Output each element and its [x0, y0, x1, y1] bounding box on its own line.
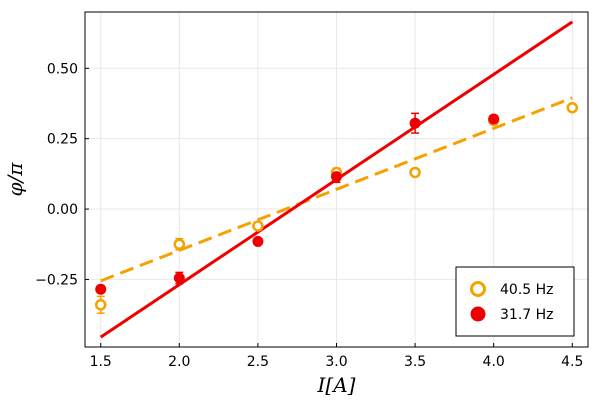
x-tick-label: 4.5: [561, 354, 583, 370]
x-tick-label: 4.0: [483, 354, 505, 370]
y-tick-label: 0.00: [47, 202, 78, 218]
data-point: [409, 117, 421, 129]
legend-marker: [470, 306, 486, 322]
x-tick-label: 2.0: [168, 354, 190, 370]
data-point: [409, 166, 421, 179]
x-tick-label: 2.5: [247, 354, 269, 370]
data-point: [94, 299, 107, 311]
y-tick-label: 0.50: [47, 61, 78, 77]
x-tick-label: 1.5: [90, 354, 112, 370]
legend-marker: [470, 281, 486, 297]
data-point: [331, 171, 342, 183]
legend-label: 40.5 Hz: [500, 282, 554, 298]
x-tick-label: 3.5: [404, 354, 426, 370]
legend-box: [455, 266, 575, 337]
x-tick-label: 3.0: [325, 354, 347, 370]
y-tick-label: −0.25: [35, 272, 78, 288]
axis-ticks: [85, 67, 573, 347]
data-point: [566, 101, 579, 114]
x-axis-label: I[A]: [317, 373, 356, 397]
data-points: [94, 101, 579, 311]
data-point: [252, 220, 264, 232]
data-point: [252, 235, 264, 247]
legend: 40.5 Hz 31.7 Hz: [455, 266, 575, 337]
legend-label: 31.7 Hz: [500, 307, 554, 323]
data-point: [173, 238, 186, 250]
tick-labels: 1.5 2.0 2.5 3.0 3.5 4.0 4.5 −0.25 0.00 0.25 0.50: [35, 61, 583, 370]
y-tick-label: 0.25: [47, 132, 78, 148]
data-point: [488, 113, 500, 125]
grid-lines: [85, 12, 588, 347]
data-point: [173, 272, 185, 284]
y-axis-label: φ/π: [3, 162, 27, 197]
data-point: [95, 283, 107, 295]
